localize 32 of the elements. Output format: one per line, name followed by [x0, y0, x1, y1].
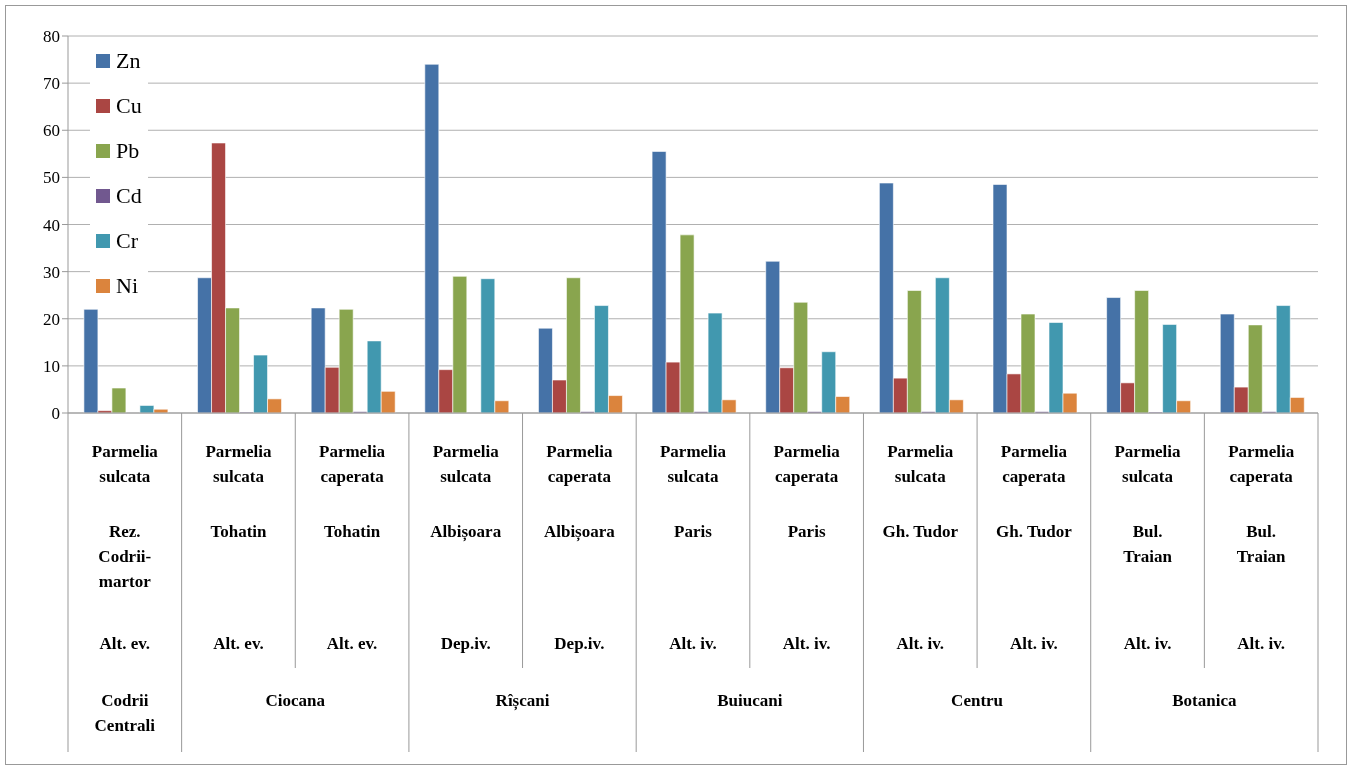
legend-label: Cu	[116, 93, 142, 119]
legend-label: Zn	[116, 48, 141, 74]
category-label: Parmelia caperata Paris Alt. iv.	[773, 442, 840, 653]
legend-label: Cd	[116, 183, 142, 209]
category-label: Parmelia sulcata Rez. Codrii- martor Alt. ev.	[91, 442, 158, 653]
legend-label: Cr	[116, 228, 138, 254]
y-tick-label: 20	[43, 309, 60, 329]
text: Rîșcani	[495, 691, 550, 711]
category-label: Parmelia caperata Albișoara Dep.iv.	[543, 442, 615, 653]
text: Codrii Centrali	[94, 691, 156, 735]
y-tick-label: 70	[43, 74, 60, 94]
category-label: Parmelia caperata Gh. Tudor Alt. iv.	[996, 442, 1072, 653]
legend-label: Pb	[116, 138, 140, 164]
y-tick-label: 40	[43, 215, 60, 235]
y-tick-label: 60	[43, 121, 60, 141]
y-tick-label: 50	[43, 168, 60, 188]
text: Botanica	[1172, 691, 1237, 710]
y-tick-label: 10	[43, 356, 60, 376]
category-label: Parmelia caperata Bul. Traian Alt. iv.	[1228, 442, 1295, 653]
category-label: Parmelia sulcata Albișoara Dep.iv.	[430, 442, 502, 653]
category-label: Parmelia sulcata Tohatin Alt. ev.	[205, 442, 272, 653]
legend-label: Ni	[116, 273, 138, 299]
y-tick-label: 0	[51, 404, 60, 424]
text: Centru	[951, 691, 1004, 710]
text: Ciocana	[265, 691, 326, 710]
y-tick-label: 30	[43, 262, 60, 282]
y-tick-label: 80	[43, 27, 60, 47]
category-label: Parmelia sulcata Gh. Tudor Alt. iv.	[882, 442, 959, 653]
category-label: Parmelia caperata Tohatin Alt. ev.	[319, 442, 386, 653]
category-label: Parmelia sulcata Bul. Traian Alt. iv.	[1114, 442, 1181, 653]
text: Buiucani	[717, 691, 783, 710]
category-label: Parmelia sulcata Paris Alt. iv.	[659, 442, 727, 653]
